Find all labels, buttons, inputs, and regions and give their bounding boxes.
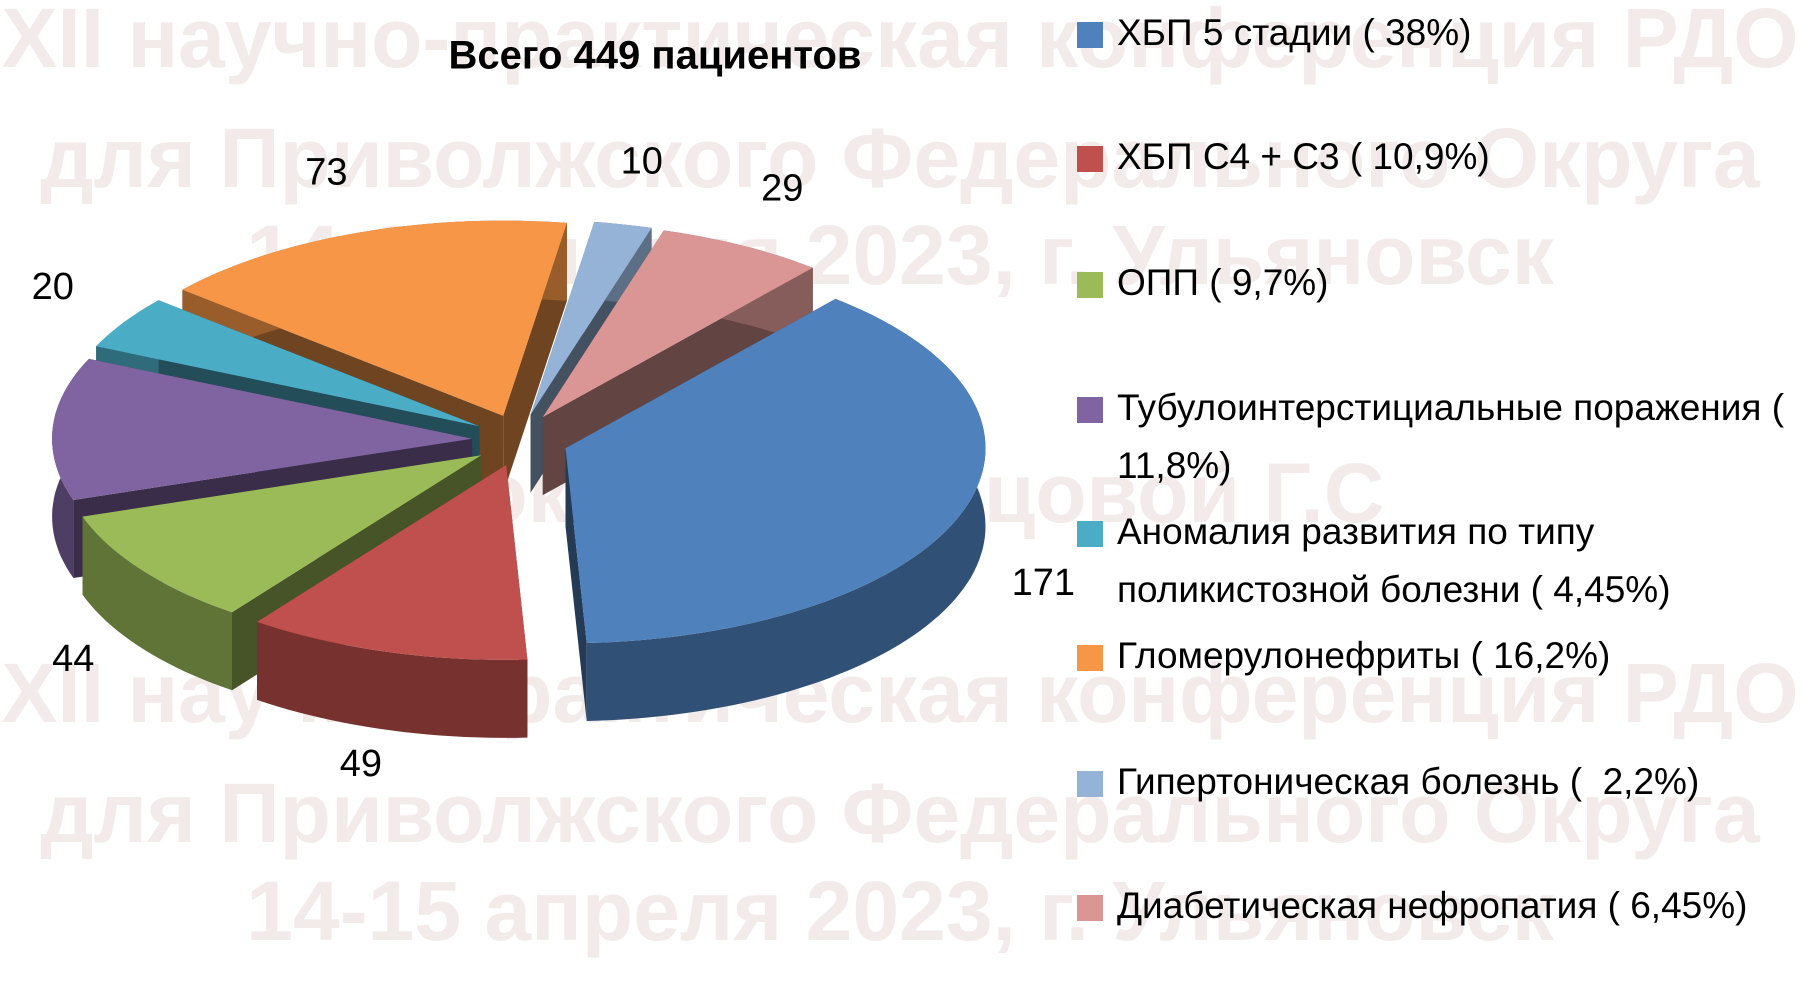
slice-top [52,358,473,500]
slice-top [530,221,652,415]
legend-swatch [1077,22,1103,48]
legend-entry: ОПП ( 9,7%) [1075,254,1795,312]
watermark-line: 14-15 апреля 2023, г. Ульяновск [246,864,1554,958]
legend-entry: Гломерулонефриты ( 16,2%) [1075,627,1795,685]
legend-entry: Гипертоническая болезнь ( 2,2%) [1075,753,1795,811]
legend-swatch [1077,895,1103,921]
data-label: 171 [1012,562,1075,604]
watermark-line: XII научно-практическая конференция РДО [1,0,1798,85]
slice-top [257,464,528,660]
legend-entry: Аномалия развития по типу поликистозной … [1075,503,1795,619]
slice-top [542,230,813,418]
watermark-line: для Приволжского Федерального Округа [40,766,1761,860]
legend-entry: Диабетическая нефропатия ( 6,45%) [1075,877,1795,935]
slice-top [565,298,986,643]
legend-label: ОПП ( 9,7%) [1117,262,1329,303]
slice [565,298,986,721]
slice-side [565,448,587,721]
legend-label: ХБП 5 стадии ( 38%) [1117,12,1472,53]
data-label: 10 [621,141,663,183]
data-label: 44 [52,638,94,680]
slice-top [82,455,482,613]
legend-label: ХБП С4 + С3 ( 10,9%) [1117,136,1490,177]
legend-entry: ХБП 5 стадии ( 38%) [1075,4,1795,62]
chart-title: Всего 449 пациентов [449,34,862,78]
legend-label: Тубулоинтерстициальные поражения ( 11,8%… [1117,387,1795,486]
data-label: 29 [761,168,803,210]
slice-wall [257,621,528,738]
legend-label: Аномалия развития по типу поликистозной … [1117,511,1671,610]
legend-swatch [1077,146,1103,172]
slice-wall [586,298,986,721]
legend-label: Гломерулонефриты ( 16,2%) [1117,635,1611,676]
data-label: 49 [340,743,382,785]
legend-swatch [1077,645,1103,671]
watermark-line: для Приволжского Федерального Округа [40,111,1761,205]
slice [257,464,528,738]
legend-entry: ХБП С4 + С3 ( 10,9%) [1075,128,1795,186]
data-label: 20 [32,266,74,308]
pie: 10732920531714449 [32,141,1075,785]
legend-entry: Тубулоинтерстициальные поражения ( 11,8%… [1075,379,1795,495]
legend-label: Гипертоническая болезнь ( 2,2%) [1117,761,1700,802]
data-label: 73 [305,152,347,194]
legend-swatch [1077,397,1103,423]
legend-swatch [1077,272,1103,298]
legend-label: Диабетическая нефропатия ( 6,45%) [1117,885,1748,926]
legend-swatch [1077,771,1103,797]
slice-top [182,220,567,416]
slice-wall [82,516,232,691]
slice-top [96,300,480,427]
legend-swatch [1077,521,1103,547]
